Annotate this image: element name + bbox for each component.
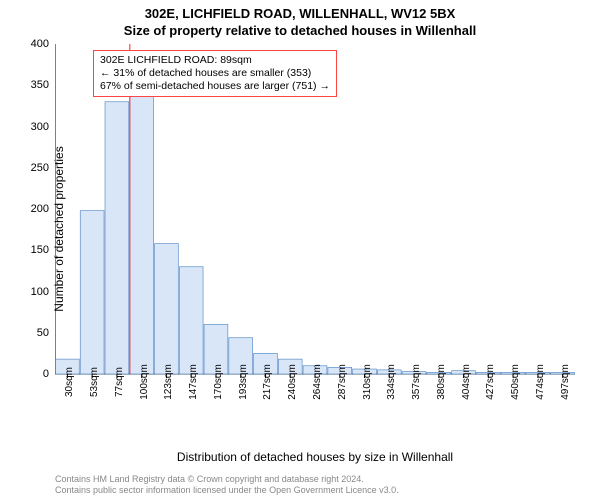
x-tick-label: 170sqm <box>213 364 224 400</box>
x-tick-label: 30sqm <box>64 367 75 397</box>
x-tick-label: 217sqm <box>262 364 273 400</box>
x-tick-label: 264sqm <box>312 364 323 400</box>
x-tick-label: 474sqm <box>535 364 546 400</box>
x-tick-label: 310sqm <box>362 364 373 400</box>
annotation-line-3: 67% of semi-detached houses are larger (… <box>100 80 330 93</box>
annotation-line-1: 302E LICHFIELD ROAD: 89sqm <box>100 54 330 67</box>
x-tick-label: 450sqm <box>510 364 521 400</box>
y-tick-label: 0 <box>43 368 49 380</box>
x-tick-label: 334sqm <box>386 364 397 400</box>
annotation-line-2: ← 31% of detached houses are smaller (35… <box>100 67 330 80</box>
x-tick-label: 497sqm <box>560 364 571 400</box>
footer-attribution: Contains HM Land Registry data © Crown c… <box>55 474 399 496</box>
page-subtitle: Size of property relative to detached ho… <box>0 21 600 38</box>
y-tick-label: 100 <box>31 286 49 298</box>
x-tick-label: 77sqm <box>114 367 125 397</box>
x-tick-label: 404sqm <box>461 364 472 400</box>
x-tick-label: 240sqm <box>287 364 298 400</box>
y-tick-label: 150 <box>31 244 49 256</box>
x-tick-label: 287sqm <box>337 364 348 400</box>
x-axis-label: Distribution of detached houses by size … <box>177 450 453 464</box>
x-tick-label: 100sqm <box>139 364 150 400</box>
annotation-box: 302E LICHFIELD ROAD: 89sqm ← 31% of deta… <box>93 50 337 97</box>
chart-container: Number of detached properties Distributi… <box>55 44 575 414</box>
y-tick-label: 400 <box>31 38 49 50</box>
x-tick-label: 380sqm <box>436 364 447 400</box>
y-tick-label: 200 <box>31 203 49 215</box>
y-tick-label: 250 <box>31 162 49 174</box>
x-tick-label: 147sqm <box>188 364 199 400</box>
histogram-plot <box>55 44 575 414</box>
y-tick-label: 350 <box>31 79 49 91</box>
footer-line-2: Contains public sector information licen… <box>55 485 399 496</box>
x-tick-label: 193sqm <box>238 364 249 400</box>
page-title: 302E, LICHFIELD ROAD, WILLENHALL, WV12 5… <box>0 0 600 21</box>
y-tick-label: 50 <box>37 327 49 339</box>
footer-line-1: Contains HM Land Registry data © Crown c… <box>55 474 399 485</box>
y-tick-label: 300 <box>31 121 49 133</box>
x-tick-label: 123sqm <box>163 364 174 400</box>
x-tick-label: 427sqm <box>485 364 496 400</box>
x-tick-label: 357sqm <box>411 364 422 400</box>
x-tick-label: 53sqm <box>89 367 100 397</box>
